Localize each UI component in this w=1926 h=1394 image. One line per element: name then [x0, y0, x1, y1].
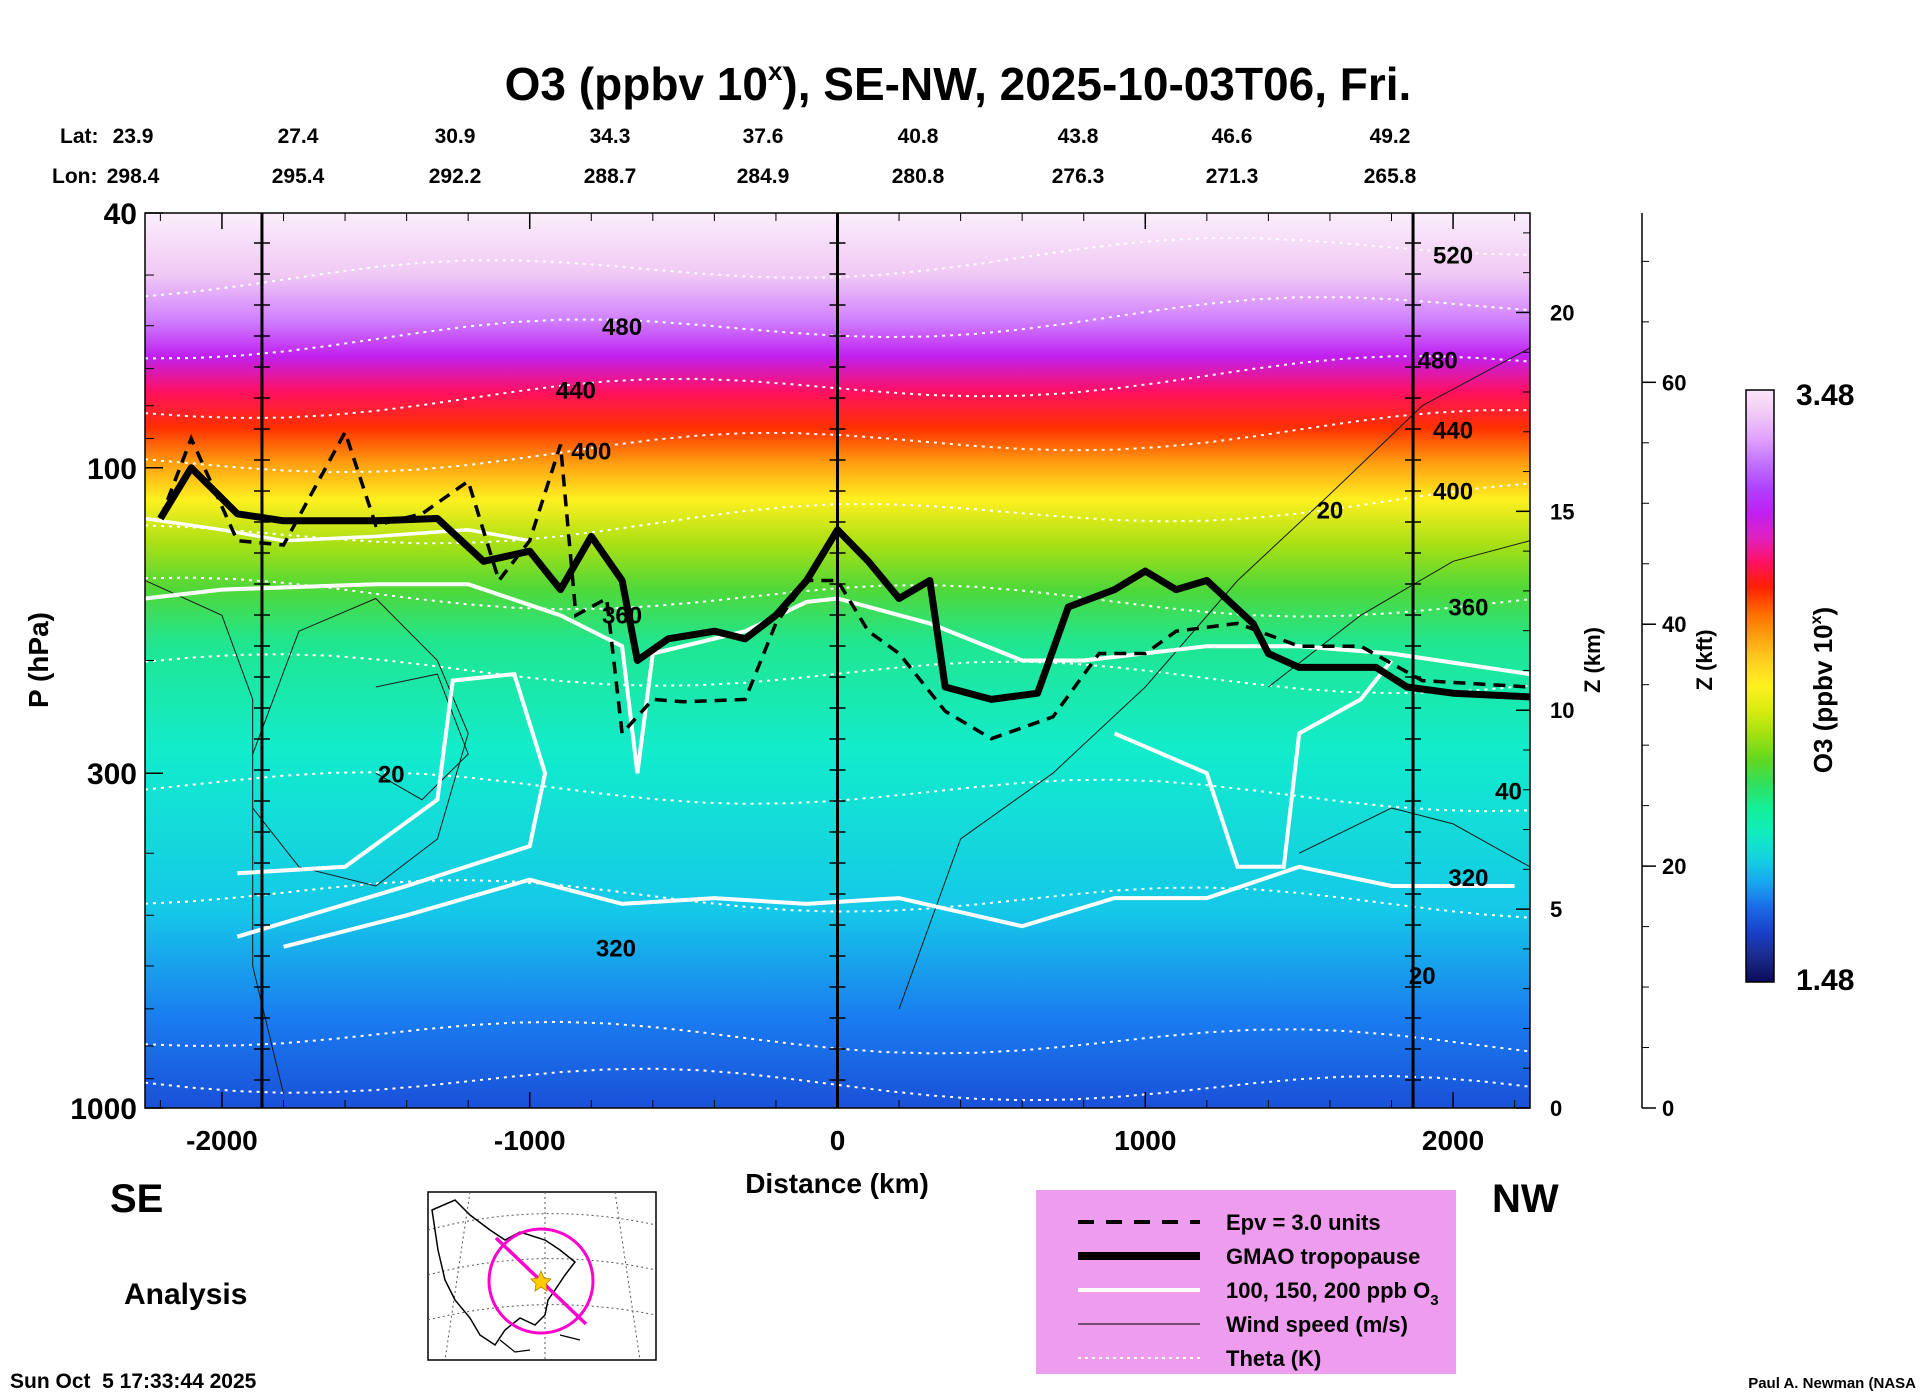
colorbar	[1745, 389, 1775, 983]
wind-label: 20	[1317, 497, 1344, 524]
wind-speed-contour	[252, 597, 469, 887]
theta-contour	[145, 237, 1530, 298]
o3-contour-line	[1113, 659, 1394, 869]
legend: Epv = 3.0 units GMAO tropopause 100, 150, …	[1036, 1190, 1456, 1374]
theta-label: 440	[1433, 417, 1473, 444]
lon-value: 265.8	[1364, 165, 1417, 188]
colorbar-max: 3.48	[1796, 379, 1854, 412]
o3-contour-line	[236, 671, 548, 939]
chart-title: O3 (ppbv 10x), SE-NW, 2025-10-03T06, Fri…	[505, 56, 1412, 110]
z-km-tick-label: 10	[1550, 698, 1574, 723]
z-km-tick-label: 5	[1550, 897, 1562, 922]
title-prefix: O3 (ppbv 10	[505, 58, 768, 110]
wind-label: 20	[378, 761, 405, 788]
theta-label: 360	[602, 602, 642, 629]
route-circle	[487, 1227, 595, 1335]
z-kft-tick-label: 20	[1662, 854, 1686, 879]
legend-label: Theta (K)	[1226, 1346, 1321, 1371]
se-label: SE	[110, 1177, 163, 1221]
theta-label: 320	[1448, 865, 1488, 892]
o3-contour-line	[283, 864, 1515, 949]
theta-label: 520	[1433, 243, 1473, 270]
lat-value: 37.6	[743, 125, 784, 148]
contour-lines: 3604004404803205204804404003603202020402…	[145, 237, 1530, 1102]
x-tick-label: 1000	[1114, 1125, 1176, 1156]
y-tick-label: 300	[87, 758, 137, 791]
tropopause-line	[157, 464, 1530, 703]
z-kft-tick-label: 60	[1662, 370, 1686, 395]
lon-value: 288.7	[584, 165, 637, 188]
timestamp: Sun Oct 5 17:33:44 2025	[10, 1370, 257, 1393]
lat-value: 30.9	[435, 125, 476, 148]
y-tick-label: 40	[104, 198, 137, 231]
y-tick-label: 100	[87, 453, 137, 486]
coastline	[431, 1199, 577, 1347]
theta-label: 360	[1448, 594, 1488, 621]
lon-label: Lon:	[52, 165, 97, 188]
wind-speed-contour	[375, 673, 469, 801]
lon-value: 292.2	[429, 165, 482, 188]
z-kft-tick-label: 40	[1662, 612, 1686, 637]
wind-speed-contour	[898, 347, 1530, 1009]
title-exponent: x	[768, 56, 783, 86]
legend-label: Epv = 3.0 units	[1226, 1210, 1381, 1235]
z-km-tick-label: 20	[1550, 300, 1574, 325]
axes: -2000 -1000 0 1000 2000 40 100 300 1000 0 5 10 15 20 0…	[70, 198, 1686, 1156]
lat-value: 49.2	[1370, 125, 1411, 148]
theta-label: 480	[1418, 348, 1458, 375]
z-km-label: Z (km)	[1580, 627, 1605, 693]
title-suffix: ), SE-NW, 2025-10-03T06, Fri.	[782, 58, 1411, 110]
x-axis-label: Distance (km)	[745, 1168, 929, 1199]
z-kft-label: Z (kft)	[1692, 629, 1717, 690]
inset-map	[427, 1191, 657, 1361]
lat-value: 23.9	[113, 125, 154, 148]
z-km-tick-label: 0	[1550, 1096, 1562, 1121]
wind-speed-contour	[1298, 807, 1530, 868]
lon-value: 298.4	[107, 165, 160, 188]
z-km-tick-label: 15	[1550, 499, 1574, 524]
lat-value: 27.4	[278, 125, 319, 148]
colorbar-min: 1.48	[1796, 964, 1854, 997]
colorbar-label: O3 (ppbv 10x)	[1808, 607, 1838, 773]
legend-label: 100, 150, 200 ppb O3	[1226, 1278, 1439, 1309]
nw-label: NW	[1492, 1177, 1559, 1221]
lon-value: 276.3	[1052, 165, 1105, 188]
theta-label: 320	[596, 936, 636, 963]
lat-value: 43.8	[1058, 125, 1099, 148]
lat-lon-row: 23.9 27.4 30.9 34.3 37.6 40.8 43.8 46.6 49.2 298.…	[107, 125, 1417, 188]
y-tick-label: 1000	[70, 1093, 137, 1126]
center-star-icon	[530, 1269, 552, 1292]
legend-label: GMAO tropopause	[1226, 1244, 1420, 1269]
z-kft-tick-label: 0	[1662, 1096, 1674, 1121]
y-axis-label: P (hPa)	[23, 612, 54, 708]
analysis-label: Analysis	[124, 1278, 247, 1311]
x-tick-label: -2000	[186, 1125, 258, 1156]
credit: Paul A. Newman (NASA	[1748, 1375, 1916, 1392]
lon-value: 284.9	[737, 165, 790, 188]
wind-speed-contour	[1268, 540, 1530, 688]
legend-label: Wind speed (m/s)	[1226, 1312, 1408, 1337]
theta-label: 440	[556, 378, 596, 405]
x-tick-label: 2000	[1422, 1125, 1484, 1156]
lat-value: 46.6	[1212, 125, 1253, 148]
theta-label: 400	[571, 438, 611, 465]
lon-value: 295.4	[272, 165, 325, 188]
theta-label: 480	[602, 314, 642, 341]
x-tick-label: -1000	[494, 1125, 566, 1156]
lat-value: 40.8	[898, 125, 939, 148]
o3-contour-line	[145, 516, 531, 543]
lat-value: 34.3	[590, 125, 631, 148]
theta-label: 400	[1433, 478, 1473, 505]
x-tick-label: 0	[830, 1125, 846, 1156]
wind-label: 40	[1495, 779, 1522, 806]
lon-value: 280.8	[892, 165, 945, 188]
lon-value: 271.3	[1206, 165, 1259, 188]
lat-label: Lat:	[60, 125, 99, 148]
